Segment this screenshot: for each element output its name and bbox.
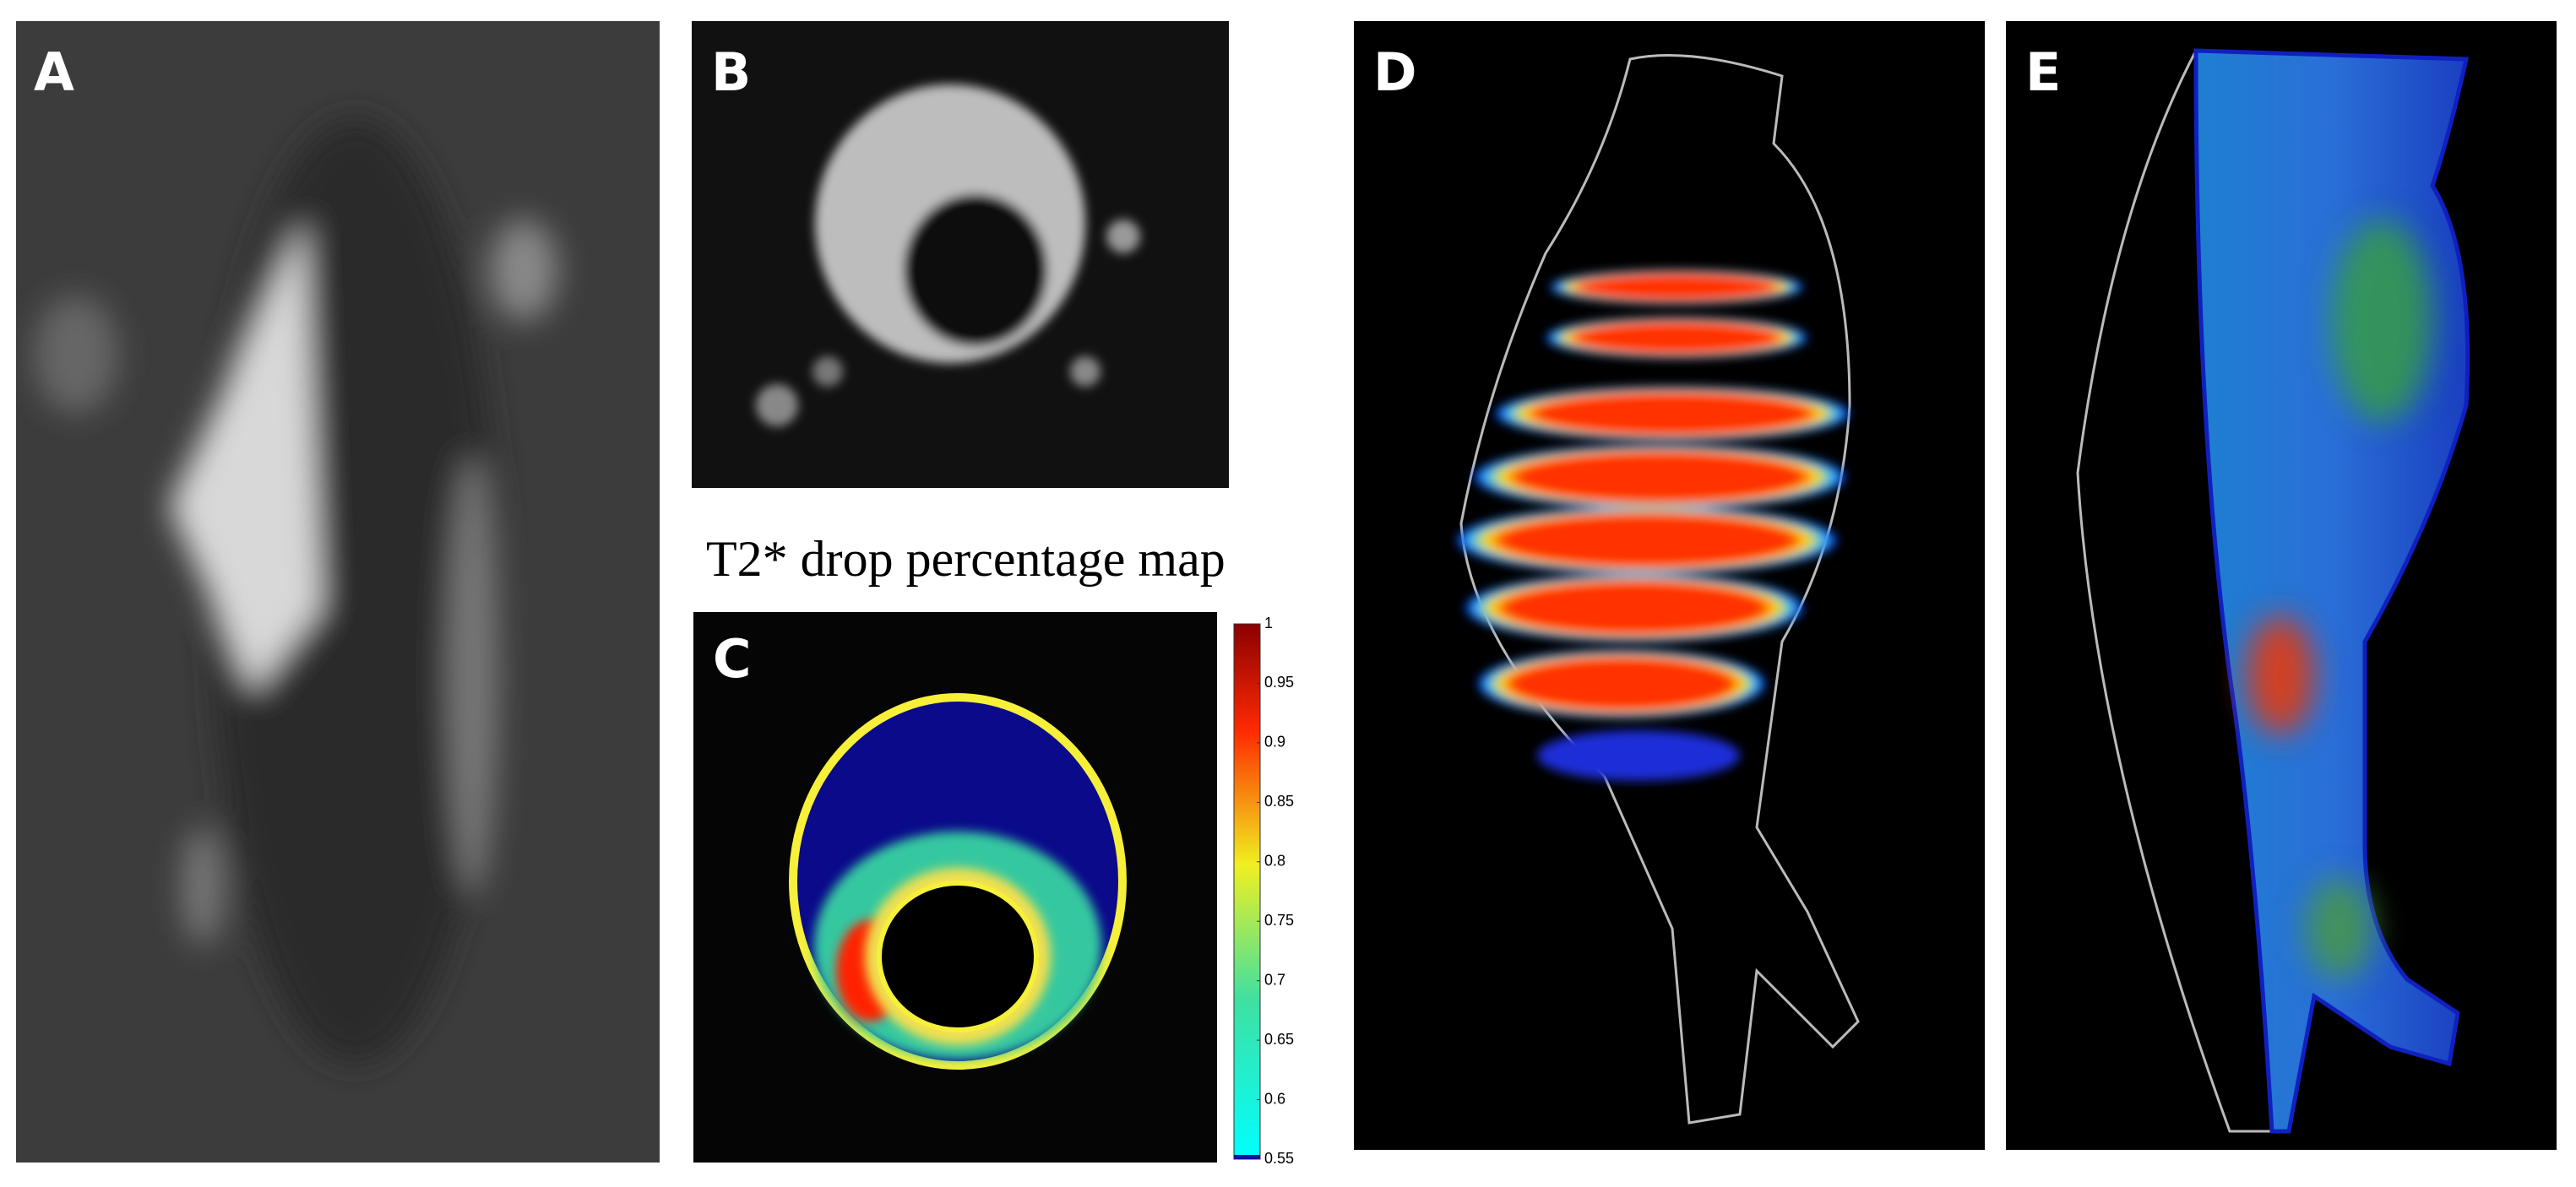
- panel-b: [692, 21, 1229, 488]
- panel-label: C: [713, 628, 752, 690]
- panel-c: [693, 612, 1217, 1163]
- colorbar-tick-label: 0.6: [1264, 1090, 1285, 1107]
- panel-label: D: [1373, 41, 1416, 103]
- colorbar-tick-label: 0.7: [1264, 971, 1285, 988]
- colorbar-tick-label: 0.8: [1264, 853, 1285, 870]
- colorbar-tick-label: 1: [1264, 615, 1273, 631]
- panel-d: [1354, 21, 1985, 1150]
- panel-label: B: [711, 41, 751, 103]
- colorbar-tick-label: 0.9: [1264, 734, 1285, 751]
- colorbar-tick-label: 0.95: [1264, 674, 1294, 691]
- colorbar: [1233, 623, 1261, 1160]
- panel-a: [16, 21, 660, 1163]
- colorbar-tick-label: 0.55: [1264, 1150, 1294, 1167]
- colorbar-tick-label: 0.65: [1264, 1031, 1294, 1048]
- colorbar-tick-label: 0.85: [1264, 793, 1294, 810]
- panel-title: T2* drop percentage map: [706, 531, 1226, 587]
- panel-label: A: [34, 41, 74, 103]
- panel-label: E: [2025, 41, 2061, 103]
- panel-e: [2006, 21, 2557, 1150]
- colorbar-tick-label: 0.75: [1264, 912, 1294, 929]
